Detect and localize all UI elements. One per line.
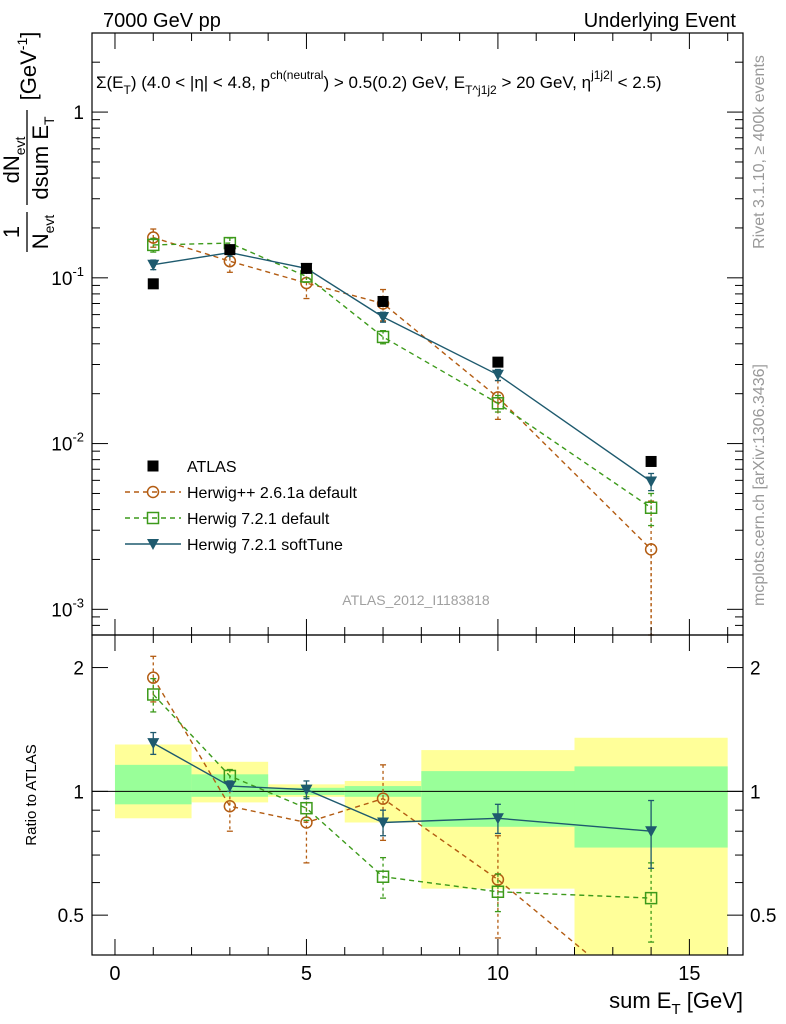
mcplots-label: mcplots.cern.ch [arXiv:1306.3436] (751, 364, 768, 606)
main-y-tick-label: 10-2 (51, 430, 84, 456)
ratio-clipped (147, 655, 658, 955)
ratio-y-tick-label-right: 2 (750, 659, 761, 680)
legend-herwigpp-marker (146, 485, 160, 499)
ratio-y-tick-label-left: 1 (73, 782, 84, 803)
herwig-softtune-line (153, 251, 652, 483)
atlas-point (224, 244, 236, 256)
x-label-text: sum ET [GeV] (609, 988, 743, 1018)
herwig-softtune-ratio-point (645, 826, 658, 838)
rivet-label: Rivet 3.1.10, ≥ 400k events (751, 55, 768, 249)
ratio-y-axis-label: Ratio to ATLAS (23, 744, 40, 845)
atlas-point (377, 295, 389, 307)
ratio-plot-marks (147, 655, 658, 955)
main-plot-marks (147, 228, 658, 636)
herwig-default-point (491, 397, 505, 410)
y-label-group: 1 Nevt dNevt dsum ET [GeV-1] (0, 32, 57, 252)
herwigpp-ratio-point (376, 792, 390, 805)
atlas-point (645, 455, 657, 467)
herwig-default-line (153, 242, 652, 509)
herwig-softtune-ratio-point (147, 738, 160, 750)
legend-herwig-default-marker (146, 511, 160, 525)
herwig-softtune-point (491, 369, 504, 381)
herwig-softtune-point (147, 259, 160, 271)
herwigpp-ratio-point (147, 671, 160, 684)
x-tick-label: 0 (109, 963, 120, 985)
inner-band-bin (114, 764, 192, 805)
axes: 10-310-210-110 5 10 150.5 0.51 12 2 (51, 32, 776, 985)
y-label-rotated: 1 Nevt dNevt dsum ET [GeV-1] (0, 32, 57, 252)
ratio-y-tick-label-right: 0.5 (750, 906, 776, 927)
legend-label: Herwig++ 2.6.1a default (187, 485, 357, 502)
atlas-point (300, 262, 312, 274)
ratio-frame (91, 634, 744, 956)
legend-herwig-softtune-marker (147, 539, 159, 550)
ratio-y-tick-label-right: 1 (750, 782, 761, 803)
x-tick-label: 10 (487, 963, 509, 985)
herwig-default-ratio-point (491, 885, 505, 898)
main-y-tick-label: 10-3 (51, 595, 84, 621)
y-label-nevt: Nevt (28, 215, 57, 250)
y-label-dnevt: dNevt (0, 136, 28, 183)
legend-label: Herwig 7.2.1 softTune (187, 537, 343, 554)
herwig-softtune-ratio-point (223, 781, 236, 793)
herwig-softtune-point (377, 312, 390, 324)
herwigpp-line (153, 236, 652, 550)
x-tick-label: 5 (301, 963, 312, 985)
ratio-y-tick-label-left: 2 (73, 659, 84, 680)
x-axis-label: sum ET [GeV] (609, 988, 743, 1018)
herwig-softtune-ratio-line (152, 742, 652, 832)
main-y-tick-label: 1 (73, 103, 84, 124)
analysis-watermark: ATLAS_2012_I1183818 (342, 592, 490, 608)
atlas-point (147, 278, 159, 290)
legend: ATLAS Herwig++ 2.6.1a default Herwig 7.2.1… (125, 459, 357, 554)
ratio-uncertainty-bands (92, 737, 743, 955)
header-left: 7000 GeV pp (103, 10, 221, 32)
herwigpp-ratio-point (223, 799, 237, 813)
herwig-softtune-ratio-point (300, 784, 313, 796)
atlas-point (492, 356, 504, 368)
herwig-default-ratio-point (644, 891, 658, 905)
herwig-default-ratio-point (376, 870, 390, 883)
main-y-tick-label: 10-1 (51, 264, 84, 290)
herwig-default-point (644, 501, 658, 515)
herwig-softtune-ratio-point (491, 813, 504, 825)
legend-atlas-marker (147, 460, 159, 472)
herwigpp-ratio-line (152, 677, 591, 955)
selection-text: Σ(ET) (4.0 < |η| < 4.8, pch(neutral) > 0… (96, 68, 662, 97)
herwigpp-point (147, 231, 160, 244)
herwig-default-ratio-line (152, 694, 652, 899)
legend-label: ATLAS (187, 459, 237, 476)
herwig-softtune-point (645, 476, 658, 488)
herwigpp-point (644, 543, 658, 556)
herwig-softtune-ratio-point (377, 817, 390, 829)
herwig-default-ratio-point (300, 801, 313, 815)
header-right: Underlying Event (584, 10, 737, 32)
y-label-dsum: dsum ET (28, 116, 57, 200)
herwig-default-point (376, 330, 390, 344)
ratio-y-tick-label-left: 0.5 (58, 906, 84, 927)
herwig-default-point (147, 238, 160, 252)
main-y-axis-label: 1 Nevt dNevt dsum ET [GeV-1] (0, 32, 57, 252)
y-label-one: 1 (0, 226, 24, 238)
x-tick-label: 15 (678, 963, 700, 985)
y-label-unit: [GeV-1] (14, 32, 41, 101)
herwig-default-ratio-point (147, 688, 160, 701)
legend-label: Herwig 7.2.1 default (187, 511, 330, 528)
